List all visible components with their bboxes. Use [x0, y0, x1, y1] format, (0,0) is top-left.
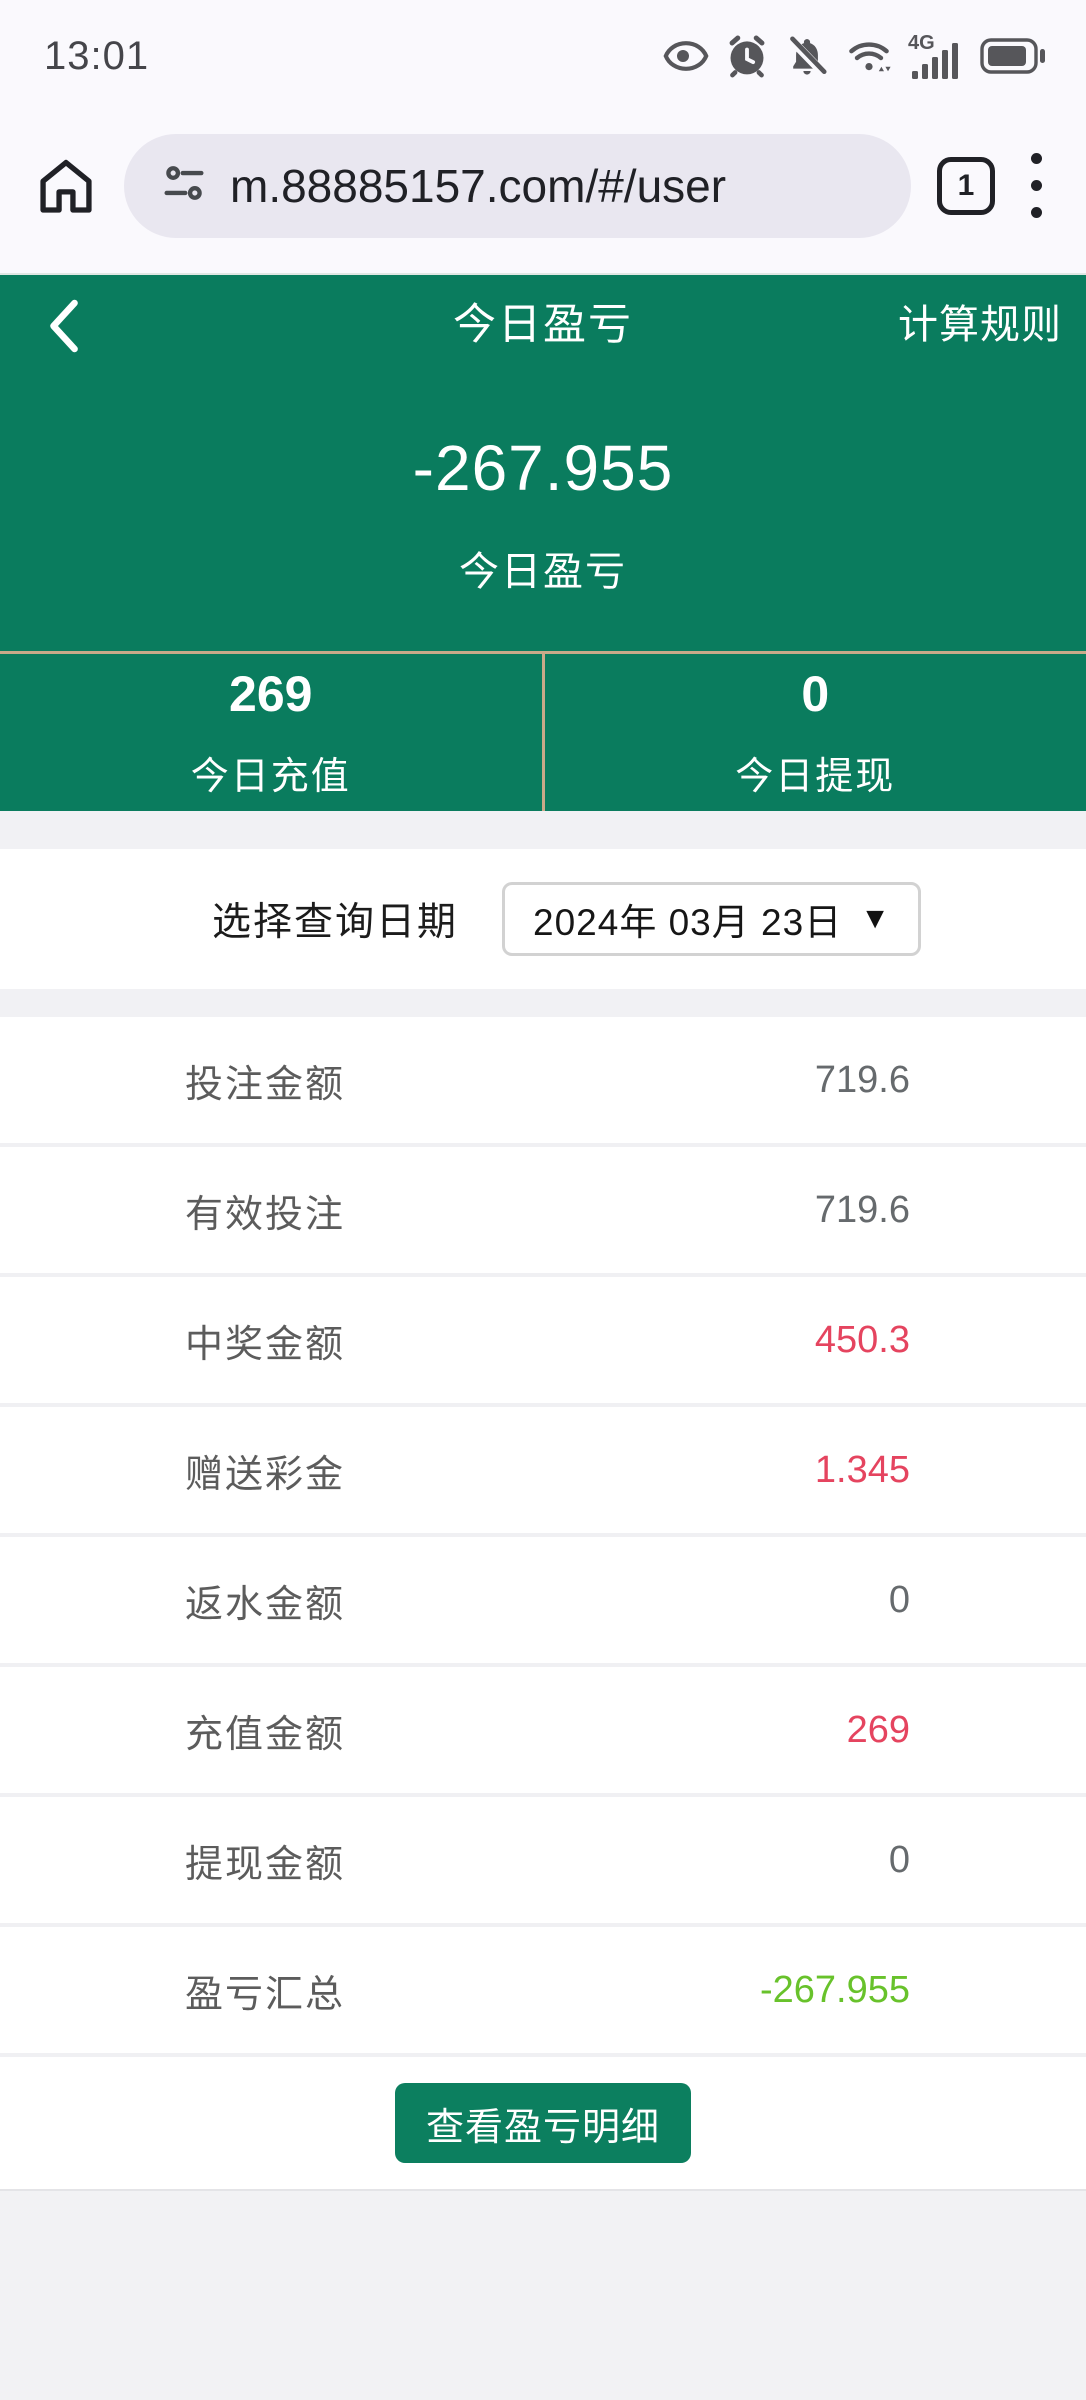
status-time: 13:01 [44, 33, 150, 78]
date-query-row: 选择查询日期 2024年 03月 23日 ▼ [0, 849, 1086, 989]
page-footer [0, 2189, 1086, 2400]
view-profit-detail-button[interactable]: 查看盈亏明细 [395, 2083, 691, 2163]
row-value: -267.955 [759, 1968, 910, 2011]
row-label: 返水金额 [185, 1583, 346, 1626]
today-withdraw-value: 0 [801, 666, 830, 722]
back-button[interactable] [36, 289, 94, 368]
profit-detail-table: 投注金额 719.6 有效投注 719.6 中奖金额 450.3 赠送彩金 1.… [0, 1017, 1086, 2057]
row-label: 提现金额 [185, 1843, 346, 1886]
signal-4g-icon: 4G [908, 31, 966, 81]
date-select-value: 2024年 03月 23日 [533, 902, 843, 943]
row-value: 0 [888, 1578, 910, 1621]
row-value: 719.6 [814, 1188, 910, 1231]
tab-switcher-button[interactable]: 1 [937, 156, 995, 215]
table-row: 有效投注 719.6 [0, 1147, 1086, 1277]
url-bar[interactable]: m.88885157.com/#/user [124, 133, 911, 238]
browser-toolbar: m.88885157.com/#/user 1 [0, 112, 1086, 273]
notifications-off-icon [784, 33, 830, 79]
row-value: 0 [888, 1838, 910, 1881]
today-stats: 269 今日充值 0 今日提现 [0, 651, 1086, 811]
tab-count: 1 [957, 168, 975, 202]
today-profit-label: 今日盈亏 [459, 550, 627, 594]
browser-chrome: 13:01 [0, 0, 1086, 273]
row-label: 中奖金额 [185, 1323, 346, 1366]
calculation-rules-link[interactable]: 计算规则 [898, 303, 1062, 347]
table-row: 赠送彩金 1.345 [0, 1407, 1086, 1537]
browser-menu-button[interactable] [1021, 147, 1052, 224]
row-label: 盈亏汇总 [185, 1973, 346, 2016]
date-query-label: 选择查询日期 [212, 901, 459, 944]
site-settings-icon[interactable] [158, 157, 210, 214]
wifi-icon [844, 32, 894, 80]
status-icons: 4G [662, 31, 1046, 81]
today-withdraw-cell: 0 今日提现 [545, 654, 1086, 811]
home-button[interactable] [34, 154, 98, 218]
row-label: 投注金额 [185, 1063, 346, 1106]
table-row: 投注金额 719.6 [0, 1017, 1086, 1147]
row-label: 有效投注 [185, 1193, 346, 1236]
today-profit-value: -267.955 [412, 432, 674, 504]
table-row: 返水金额 0 [0, 1537, 1086, 1667]
caret-down-icon: ▼ [860, 902, 890, 935]
today-deposit-value: 269 [229, 666, 313, 722]
row-value: 269 [846, 1708, 910, 1751]
page-header: 今日盈亏 计算规则 -267.955 今日盈亏 269 今日充值 0 今日提现 [0, 273, 1086, 811]
today-withdraw-label: 今日提现 [735, 756, 896, 798]
section-divider [0, 811, 1086, 849]
svg-text:4G: 4G [908, 32, 935, 54]
table-row: 充值金额 269 [0, 1667, 1086, 1797]
table-row: 中奖金额 450.3 [0, 1277, 1086, 1407]
row-label: 充值金额 [185, 1713, 346, 1756]
visibility-icon [662, 32, 710, 80]
status-bar: 13:01 [0, 0, 1086, 112]
table-row: 盈亏汇总 -267.955 [0, 1927, 1086, 2057]
row-value: 1.345 [814, 1448, 910, 1491]
row-value: 450.3 [814, 1318, 910, 1361]
today-deposit-cell: 269 今日充值 [0, 654, 545, 811]
battery-icon [980, 38, 1046, 74]
row-label: 赠送彩金 [185, 1453, 346, 1496]
today-profit-summary: -267.955 今日盈亏 [0, 367, 1086, 651]
page-title: 今日盈亏 [453, 301, 633, 349]
row-value: 719.6 [814, 1058, 910, 1101]
url-text[interactable]: m.88885157.com/#/user [230, 159, 727, 212]
nav-bar: 今日盈亏 计算规则 [0, 275, 1086, 367]
table-row: 提现金额 0 [0, 1797, 1086, 1927]
action-area: 查看盈亏明细 [0, 2057, 1086, 2189]
today-deposit-label: 今日充值 [190, 756, 351, 798]
alarm-icon [724, 33, 770, 79]
date-select[interactable]: 2024年 03月 23日 ▼ [502, 882, 921, 956]
section-divider [0, 989, 1086, 1017]
